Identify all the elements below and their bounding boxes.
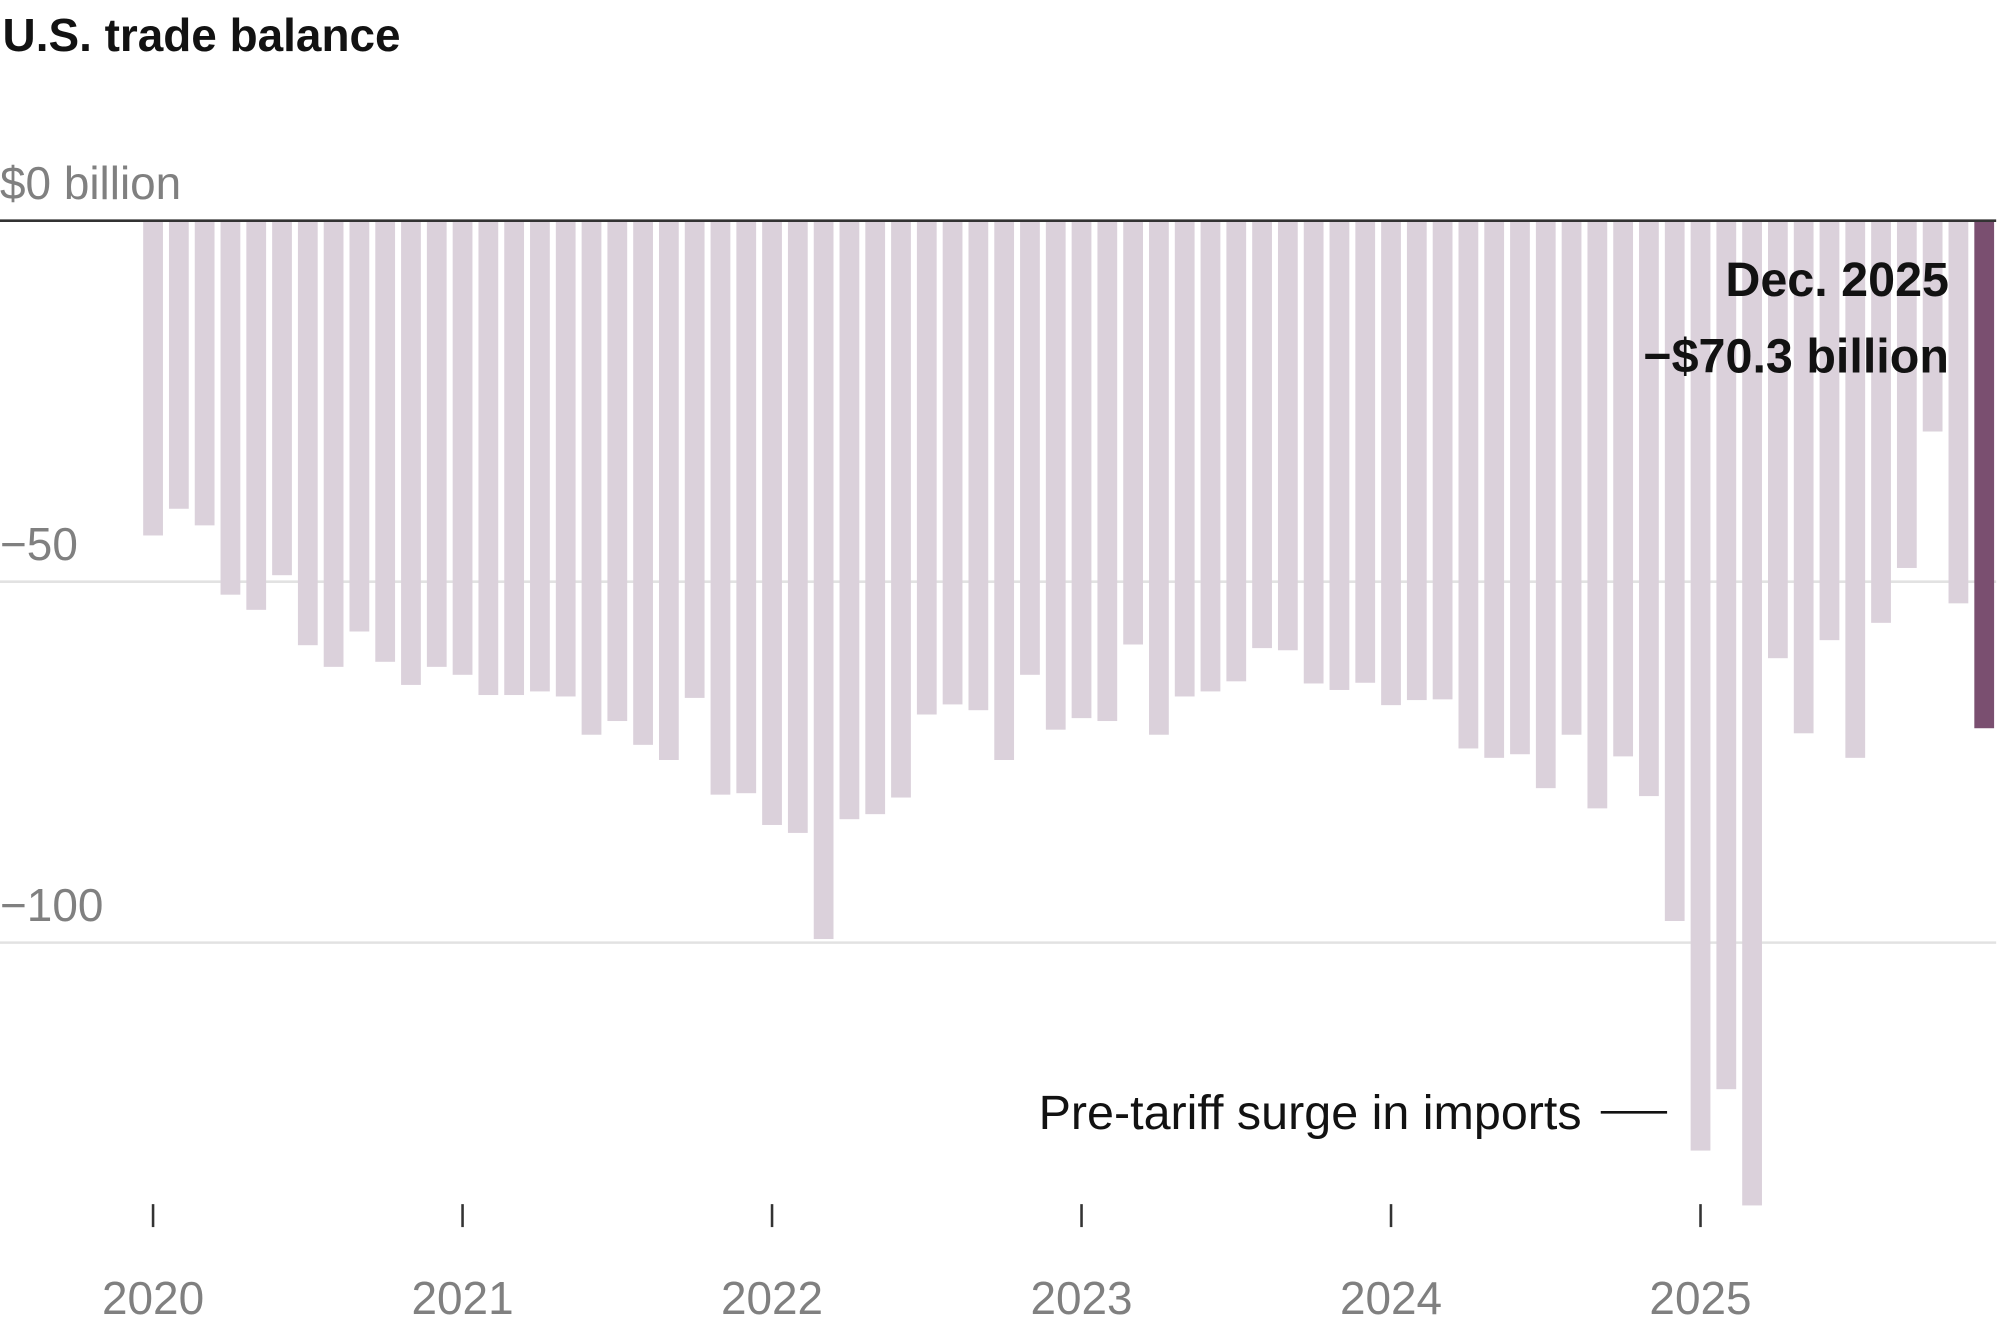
bar	[1639, 220, 1659, 797]
bar	[1303, 220, 1324, 684]
x-tick-label: 2025	[1649, 1272, 1751, 1324]
bar	[1535, 220, 1556, 789]
bar	[762, 220, 782, 825]
bar	[1174, 220, 1195, 697]
x-tick-label: 2023	[1030, 1272, 1132, 1324]
bar	[607, 220, 628, 722]
bar	[1226, 220, 1247, 682]
bar	[658, 220, 679, 760]
bar	[1613, 220, 1634, 757]
bar	[891, 220, 911, 798]
bar	[916, 220, 937, 715]
surge-annotation: Pre-tariff surge in imports	[1039, 1086, 1582, 1140]
bar	[1406, 220, 1427, 701]
bar	[1922, 220, 1943, 432]
bar	[633, 220, 653, 745]
bar	[1974, 220, 1995, 729]
y-tick-label: −50	[0, 518, 78, 570]
bar	[1097, 220, 1118, 722]
bar	[1432, 220, 1453, 700]
chart-title: U.S. trade balance	[3, 9, 401, 61]
bar	[1045, 220, 1066, 730]
bar	[1845, 220, 1866, 758]
bar	[865, 220, 886, 815]
bar	[1123, 220, 1143, 645]
bar	[942, 220, 963, 705]
x-tick-label: 2022	[721, 1272, 823, 1324]
bar	[968, 220, 989, 711]
highlight-date-label: Dec. 2025	[1725, 253, 1949, 307]
bar	[478, 220, 499, 696]
bar	[994, 220, 1015, 760]
bar	[813, 220, 834, 940]
y-tick-label: −100	[0, 879, 103, 931]
bar	[1510, 220, 1530, 755]
bar	[736, 220, 757, 794]
bar	[1277, 220, 1298, 651]
bar	[143, 220, 163, 536]
bar	[1329, 220, 1350, 690]
x-tick-label: 2021	[411, 1272, 513, 1324]
bar	[1896, 220, 1917, 568]
bar	[1381, 220, 1401, 706]
bar	[1767, 220, 1788, 659]
bar	[375, 220, 396, 662]
bar	[1948, 220, 1969, 604]
bar	[1819, 220, 1840, 641]
bar	[1716, 220, 1737, 1090]
bar	[1742, 220, 1762, 1206]
bar	[168, 220, 189, 509]
highlight-value-label: −$70.3 billion	[1643, 329, 1949, 383]
bar	[684, 220, 705, 698]
bar	[401, 220, 421, 685]
bar	[1149, 220, 1169, 735]
y-tick-label: $0 billion	[0, 157, 181, 209]
x-tick-label: 2024	[1340, 1272, 1442, 1324]
bar	[710, 220, 731, 795]
bar	[530, 220, 550, 692]
bar	[504, 220, 525, 696]
bar	[1071, 220, 1092, 719]
bar	[1587, 220, 1608, 809]
bar	[787, 220, 808, 833]
bar	[1871, 220, 1891, 623]
bar	[1252, 220, 1272, 649]
bar	[1020, 220, 1040, 675]
bar	[1355, 220, 1376, 683]
bar	[246, 220, 267, 610]
bar	[297, 220, 318, 646]
bar	[194, 220, 215, 526]
bar	[1200, 220, 1221, 692]
bar	[1561, 220, 1582, 735]
bar	[1690, 220, 1711, 1151]
bar	[349, 220, 370, 632]
bar	[1793, 220, 1814, 734]
bar	[555, 220, 576, 697]
bar	[581, 220, 602, 735]
x-tick-label: 2020	[102, 1272, 204, 1324]
bar	[1664, 220, 1685, 921]
bar	[323, 220, 344, 667]
bar	[1484, 220, 1505, 758]
bar	[272, 220, 292, 576]
bar	[1458, 220, 1479, 749]
bar	[452, 220, 473, 675]
bar	[426, 220, 447, 667]
bar	[839, 220, 860, 820]
bar	[220, 220, 241, 595]
